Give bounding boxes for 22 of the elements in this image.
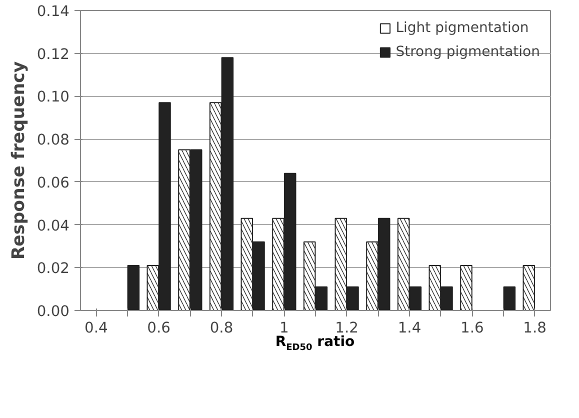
bar xyxy=(503,286,516,310)
x-tick-label: 0.6 xyxy=(147,320,170,336)
x-tick-label: 1.2 xyxy=(335,320,358,336)
y-tick-label: 0.00 xyxy=(36,303,70,320)
y-tick-label: 0.02 xyxy=(36,260,70,278)
x-axis-title: R$_{ED50}$ ratio xyxy=(275,334,355,353)
y-tick-label: 0.06 xyxy=(36,174,70,192)
y-tick-label: 0.10 xyxy=(36,88,70,106)
x-tick-label: 1.4 xyxy=(398,320,422,336)
y-tick-label: 0.04 xyxy=(36,217,70,234)
y-axis-title: Response frequency xyxy=(8,61,29,260)
bar xyxy=(127,265,140,310)
y-tick-label: 0.08 xyxy=(36,132,70,149)
y-tick-label: 0.14 xyxy=(36,3,70,20)
x-tick-label: 0.8 xyxy=(210,320,234,336)
x-tick-label: 1 xyxy=(280,320,289,336)
x-tick-label: 1.6 xyxy=(460,320,484,336)
y-tick-label: 0.12 xyxy=(36,46,70,63)
legend-label: Light pigmentation xyxy=(396,20,529,36)
x-tick-label: 0.4 xyxy=(84,320,108,336)
x-tick-label: 1.8 xyxy=(523,320,546,336)
legend-label: Strong pigmentation xyxy=(396,44,540,60)
